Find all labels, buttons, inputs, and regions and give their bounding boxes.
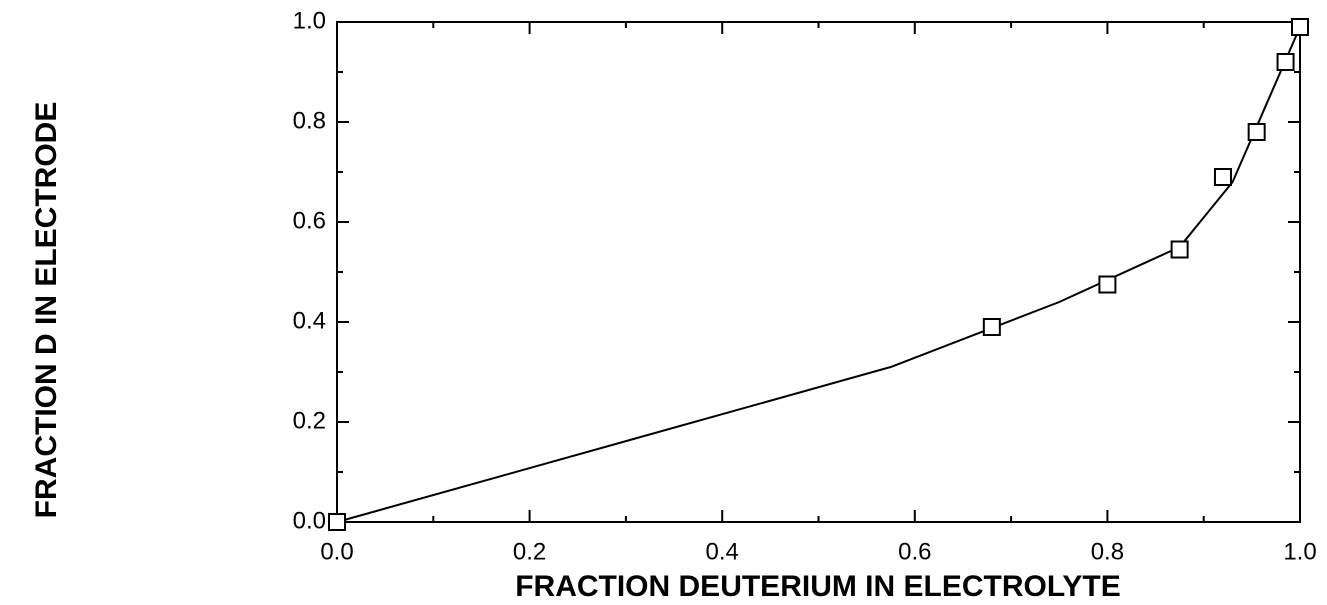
plot-frame (336, 21, 1301, 523)
y-tick-label: 0.0 (293, 507, 326, 534)
y-tick-label: 0.8 (293, 107, 326, 134)
fit-line (336, 26, 1301, 523)
data-point (982, 318, 1001, 336)
y-axis-label: FRACTION D IN ELECTRODE (30, 102, 63, 519)
data-point (1098, 275, 1117, 294)
x-tick-label: 0.0 (320, 538, 353, 565)
x-tick-label: 0.8 (1091, 538, 1124, 565)
data-point (1276, 53, 1295, 71)
data-point (1170, 240, 1189, 259)
x-tick-label: 0.6 (898, 538, 931, 565)
x-tick-label: 1.0 (1283, 538, 1316, 565)
data-point (1213, 168, 1232, 186)
y-tick-label: 1.0 (293, 7, 326, 34)
x-tick-label: 0.4 (706, 538, 739, 565)
data-point (1247, 123, 1266, 141)
y-tick-label: 0.6 (293, 207, 326, 234)
y-tick-label: 0.2 (293, 407, 326, 434)
data-point (1291, 18, 1309, 36)
x-axis-label: FRACTION DEUTERIUM IN ELECTROLYTE (515, 570, 1121, 603)
data-point (328, 513, 346, 531)
y-tick-label: 0.4 (293, 307, 326, 334)
x-tick-label: 0.2 (513, 538, 546, 565)
